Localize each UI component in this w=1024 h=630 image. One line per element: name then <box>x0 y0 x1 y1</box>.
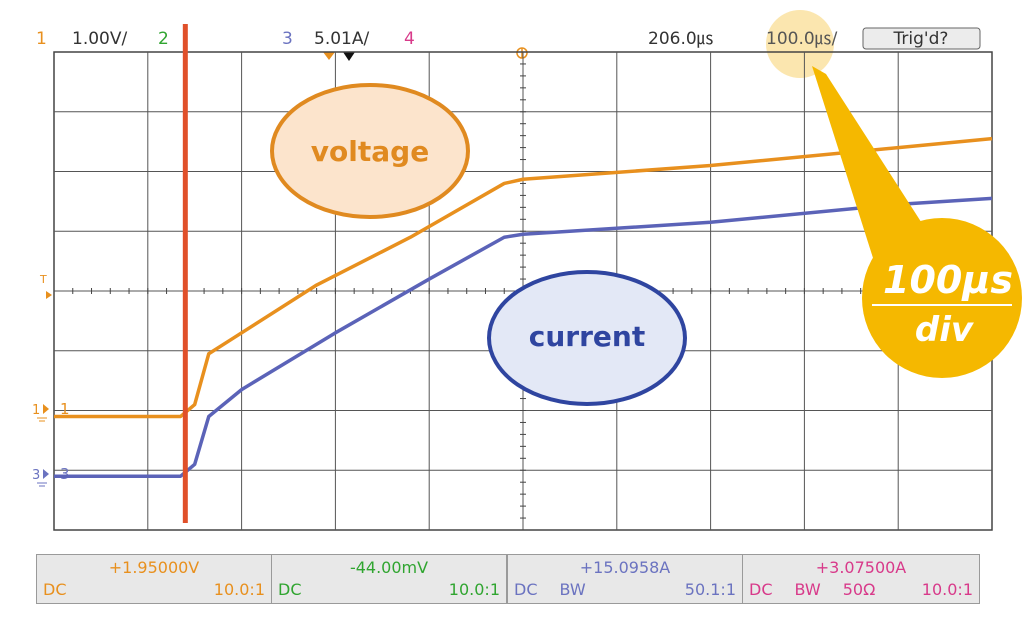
measurement-probe-ratio: 10.0:1 <box>448 580 500 599</box>
ch4-number[interactable]: 4 <box>404 29 415 49</box>
ch3-scale[interactable]: 5.01A/ <box>314 29 369 49</box>
measurement-ch2[interactable]: -44.00mV DC 10.0:1 <box>271 554 507 604</box>
ch1-trigger-marker <box>323 52 335 60</box>
measurement-coupling: DC <box>43 580 67 599</box>
measurement-settings: DC 10.0:1 <box>278 580 500 599</box>
measurement-coupling: DC <box>278 580 302 599</box>
measurement-coupling: DC <box>749 580 773 599</box>
delay-marker <box>516 47 528 59</box>
ch3-number[interactable]: 3 <box>282 29 293 49</box>
measurement-ch4[interactable]: +3.07500A DC BW 50Ω 10.0:1 <box>742 554 980 604</box>
timebase-highlight <box>766 10 834 78</box>
ch2-number[interactable]: 2 <box>158 29 169 49</box>
time-offset[interactable]: 206.0㎲ <box>648 29 714 49</box>
measurement-probe-ratio: 10.0:1 <box>921 580 973 599</box>
measurement-ch1[interactable]: +1.95000V DC 10.0:1 <box>36 554 272 604</box>
measurement-probe-ratio: 10.0:1 <box>213 580 265 599</box>
measurement-value: +3.07500A <box>815 558 907 577</box>
current-callout <box>487 270 687 406</box>
measurement-value: +15.0958A <box>579 558 671 577</box>
measurement-impedance: 50Ω <box>842 580 876 599</box>
trigger-position-marker <box>343 52 355 61</box>
measurement-ch3[interactable]: +15.0958A DC BW 50.1:1 <box>507 554 743 604</box>
ch1-number[interactable]: 1 <box>36 29 47 49</box>
measurement-settings: DC 10.0:1 <box>43 580 265 599</box>
trigger-level-marker <box>46 291 52 299</box>
measurement-settings: DC BW 50.1:1 <box>514 580 736 599</box>
measurement-probe-ratio: 50.1:1 <box>684 580 736 599</box>
voltage-callout <box>270 83 470 219</box>
current-trace <box>54 196 993 478</box>
ch3-ground-marker[interactable]: 3 3 <box>32 465 70 487</box>
waveform-traces <box>54 136 993 478</box>
trigger-level-label: T <box>39 273 47 286</box>
measurement-value: +1.95000V <box>108 558 200 577</box>
measurement-coupling: DC <box>514 580 538 599</box>
svg-text:3: 3 <box>60 465 70 483</box>
trig-button-label: Trig'd? <box>893 29 949 49</box>
measurement-value: -44.00mV <box>349 558 429 577</box>
measurement-bandwidth: BW <box>794 580 821 599</box>
measurement-settings: DC BW 50Ω 10.0:1 <box>749 580 973 599</box>
timebase-callout-value: 100µs <box>883 258 1013 302</box>
svg-text:3: 3 <box>32 468 40 483</box>
trig-button[interactable] <box>862 27 981 50</box>
measurement-bandwidth: BW <box>559 580 586 599</box>
voltage-trace <box>54 136 993 419</box>
svg-text:1: 1 <box>32 403 40 418</box>
current-callout-label: current <box>529 320 645 353</box>
timebase-callout-unit: div <box>915 310 975 350</box>
voltage-callout-label: voltage <box>311 135 429 168</box>
ch1-scale[interactable]: 1.00V/ <box>72 29 127 49</box>
svg-text:1: 1 <box>60 400 70 418</box>
timebase-callout <box>862 218 1022 378</box>
ch1-ground-marker[interactable]: 1 1 <box>32 400 70 422</box>
time-per-div[interactable]: 100.0㎲/ <box>766 29 838 49</box>
